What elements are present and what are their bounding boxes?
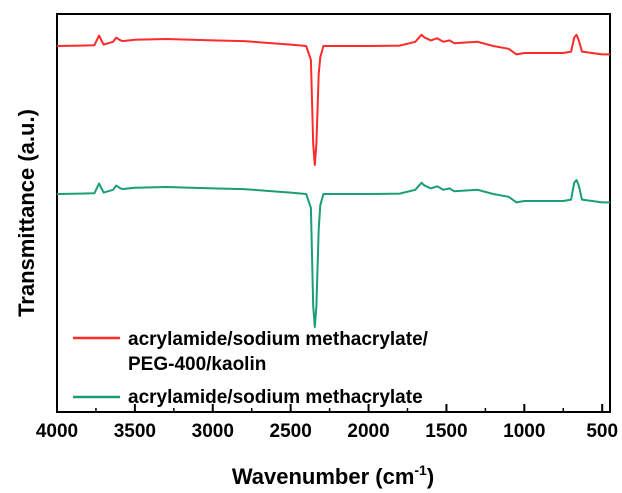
x-tick-label: 2000 <box>347 421 389 442</box>
series-group <box>56 33 610 328</box>
plot-frame <box>56 13 611 413</box>
legend-label-series-2: acrylamide/sodium methacrylate <box>128 387 423 408</box>
x-axis-title-close: ) <box>427 464 434 489</box>
series-line-1 <box>56 33 610 166</box>
x-tick-label: 3500 <box>114 421 156 442</box>
x-axis-title-superscript: -1 <box>414 462 427 478</box>
x-tick-label: 2500 <box>270 421 312 442</box>
x-tick-label: 1000 <box>503 421 545 442</box>
x-tick-label: 4000 <box>36 421 78 442</box>
y-axis-title: Transmittance (a.u.) <box>14 109 39 317</box>
series-line-2 <box>56 179 610 328</box>
x-axis-title: Wavenumber (cm-1) <box>232 462 434 489</box>
legend-label-series-1-line-2: PEG-400/kaolin <box>128 354 266 375</box>
x-tick-label: 1500 <box>425 421 467 442</box>
legend: acrylamide/sodium methacrylate/ PEG-400/… <box>73 329 429 408</box>
x-ticks: 4000 3500 3000 2500 2000 1500 1000 500 <box>36 404 618 442</box>
x-tick-label: 500 <box>586 421 618 442</box>
x-axis-title-main: Wavenumber (cm <box>232 464 415 489</box>
legend-label-series-1-line-1: acrylamide/sodium methacrylate/ <box>128 329 429 350</box>
x-tick-label: 3000 <box>192 421 234 442</box>
